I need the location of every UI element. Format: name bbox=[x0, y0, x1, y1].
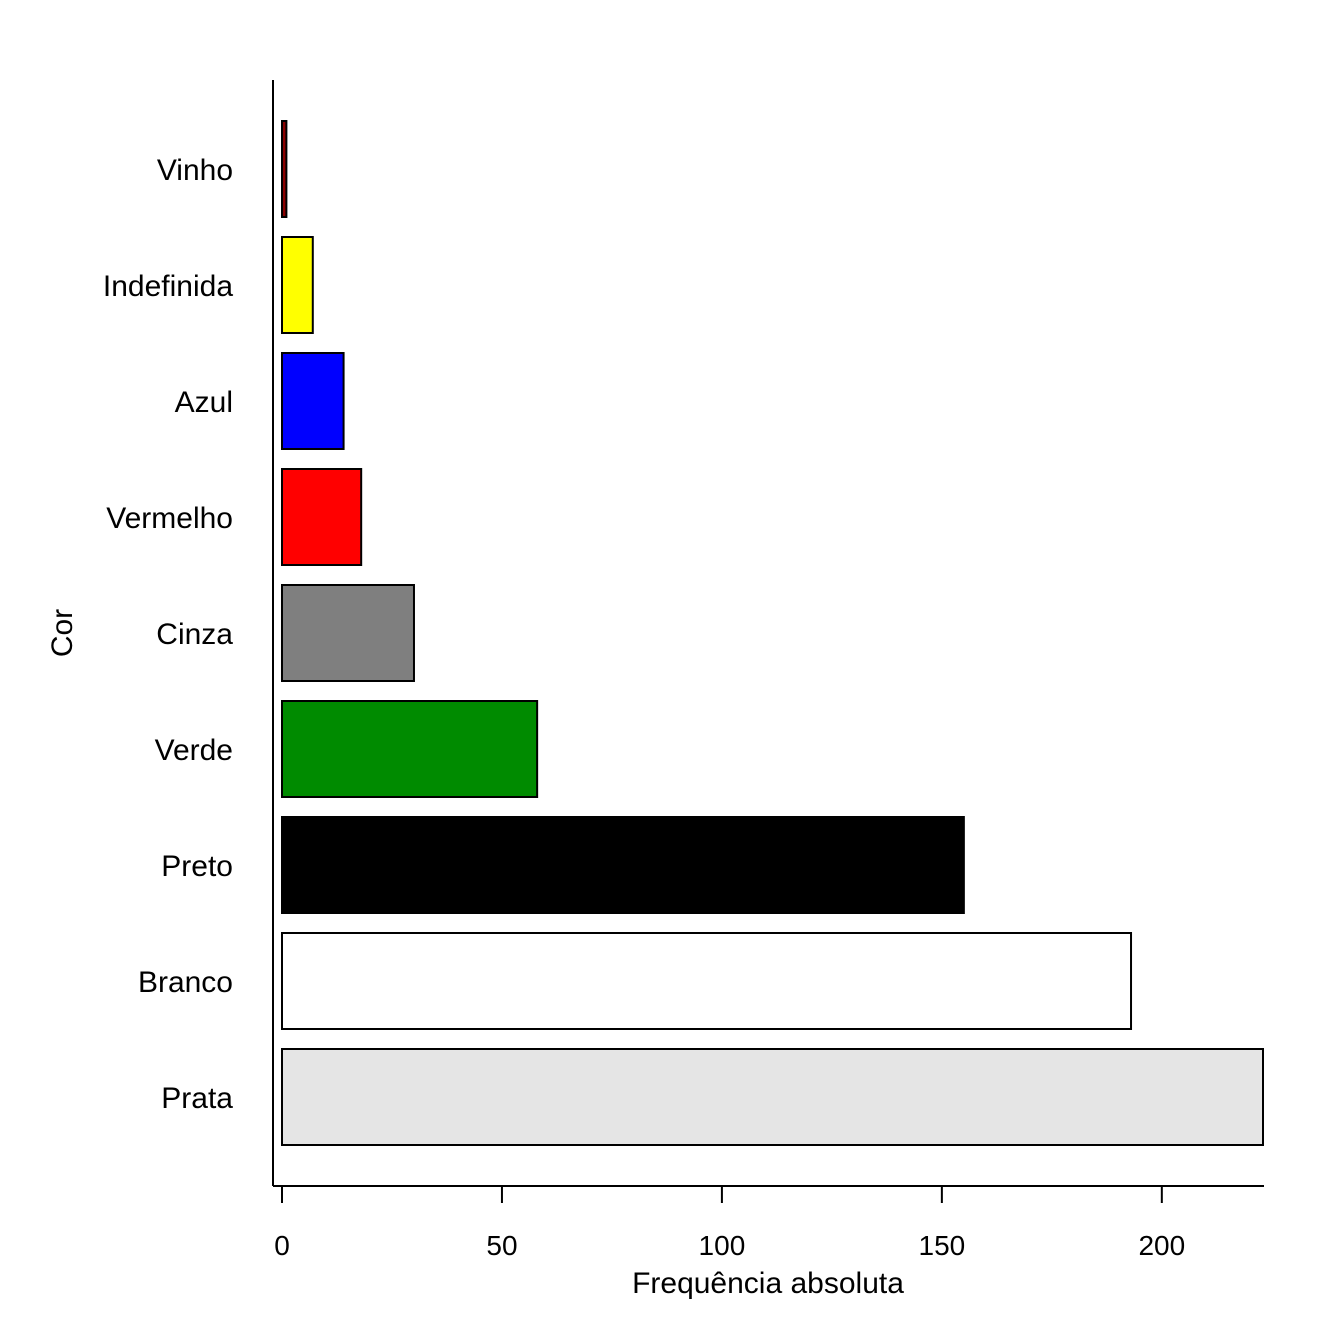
category-label-vinho: Vinho bbox=[157, 154, 233, 187]
bar-vinho bbox=[281, 120, 288, 218]
bars-group bbox=[281, 120, 1264, 1146]
x-tick-label: 100 bbox=[699, 1230, 746, 1261]
category-label-preto: Preto bbox=[161, 850, 233, 883]
category-label-verde: Verde bbox=[155, 734, 233, 767]
bar-vermelho bbox=[281, 468, 363, 566]
bar-cinza bbox=[281, 584, 415, 682]
bar-indefinida bbox=[281, 236, 314, 334]
category-label-azul: Azul bbox=[175, 386, 233, 419]
category-label-indefinida: Indefinida bbox=[103, 270, 233, 303]
bar-branco bbox=[281, 932, 1133, 1030]
category-labels-group: Prata Branco Preto Verde Cinza Vermelho Azul In… bbox=[103, 154, 233, 1115]
x-tick-label: 50 bbox=[486, 1230, 517, 1261]
x-ticks-group: 0 50 100 150 200 bbox=[274, 1186, 1185, 1261]
category-label-cinza: Cinza bbox=[156, 618, 233, 651]
category-label-prata: Prata bbox=[161, 1082, 233, 1115]
bar-azul bbox=[281, 352, 345, 450]
bar-verde bbox=[281, 700, 539, 798]
category-label-vermelho: Vermelho bbox=[106, 502, 233, 535]
x-tick-label: 150 bbox=[919, 1230, 966, 1261]
x-tick-label: 200 bbox=[1138, 1230, 1185, 1261]
x-axis-title: Frequência absoluta bbox=[632, 1267, 904, 1300]
category-label-branco: Branco bbox=[138, 966, 233, 999]
bar-preto bbox=[281, 816, 965, 914]
y-axis-title: Cor bbox=[46, 609, 79, 657]
bar-prata bbox=[281, 1048, 1264, 1146]
x-tick-label: 0 bbox=[274, 1230, 290, 1261]
